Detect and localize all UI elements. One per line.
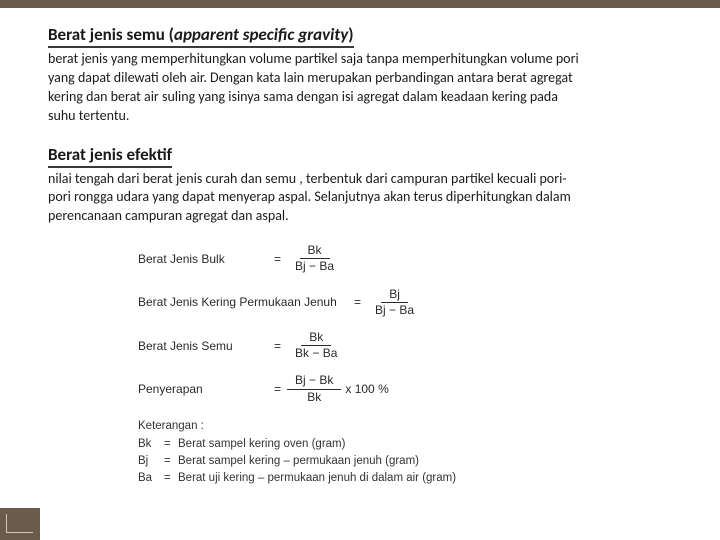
equals-sign: = xyxy=(274,252,281,266)
heading-text-italic: apparent specific gravity xyxy=(174,24,348,45)
slide-corner-decoration xyxy=(0,508,40,540)
keterangan-heading: Keterangan : xyxy=(138,418,672,435)
formula-semu-label: Berat Jenis Semu xyxy=(138,339,268,353)
keterangan-row: Bk = Berat sampel kering oven (gram) xyxy=(138,436,672,453)
keterangan-symbol: Bj xyxy=(138,453,164,470)
heading-effective-sg: Berat jenis efektif xyxy=(48,144,172,168)
formula-penyerapan-suffix: x 100 % xyxy=(345,382,388,396)
keterangan-symbol: Bk xyxy=(138,436,164,453)
keterangan-equals: = xyxy=(164,436,178,453)
fraction-denominator: Bk xyxy=(299,390,329,404)
keterangan-equals: = xyxy=(164,470,178,487)
fraction-denominator: Bk − Ba xyxy=(287,346,345,360)
heading-text-plain: Berat jenis semu ( xyxy=(48,24,174,45)
keterangan-desc: Berat sampel kering – permukaan jenuh (g… xyxy=(178,453,419,470)
heading-text-close: ) xyxy=(348,24,353,45)
keterangan-desc: Berat sampel kering oven (gram) xyxy=(178,436,345,453)
formula-ssd-fraction: Bj Bj − Ba xyxy=(367,288,422,317)
formula-block: Berat Jenis Bulk = Bk Bj − Ba Berat Jeni… xyxy=(138,244,672,486)
equals-sign: = xyxy=(354,295,361,309)
slide-content: Berat jenis semu (apparent specific grav… xyxy=(0,0,720,486)
formula-semu: Berat Jenis Semu = Bk Bk − Ba xyxy=(138,331,672,360)
equals-sign: = xyxy=(274,339,281,353)
formula-semu-fraction: Bk Bk − Ba xyxy=(287,331,345,360)
fraction-denominator: Bj − Ba xyxy=(287,259,342,273)
fraction-numerator: Bj − Bk xyxy=(287,374,341,389)
paragraph-apparent-sg: berat jenis yang memperhitungkan volume … xyxy=(48,50,588,126)
fraction-numerator: Bj xyxy=(381,288,408,303)
keterangan-row: Bj = Berat sampel kering – permukaan jen… xyxy=(138,453,672,470)
formula-bulk: Berat Jenis Bulk = Bk Bj − Ba xyxy=(138,244,672,273)
formula-bulk-label: Berat Jenis Bulk xyxy=(138,252,268,266)
keterangan-symbol: Ba xyxy=(138,470,164,487)
formula-ssd: Berat Jenis Kering Permukaan Jenuh = Bj … xyxy=(138,288,672,317)
fraction-numerator: Bk xyxy=(300,244,330,259)
equals-sign: = xyxy=(274,382,281,396)
formula-penyerapan-label: Penyerapan xyxy=(138,382,268,396)
formula-penyerapan-fraction: Bj − Bk Bk xyxy=(287,374,341,403)
fraction-denominator: Bj − Ba xyxy=(367,303,422,317)
keterangan-row: Ba = Berat uji kering – permukaan jenuh … xyxy=(138,470,672,487)
formula-bulk-fraction: Bk Bj − Ba xyxy=(287,244,342,273)
formula-penyerapan: Penyerapan = Bj − Bk Bk x 100 % xyxy=(138,374,672,403)
keterangan-equals: = xyxy=(164,453,178,470)
paragraph-effective-sg: nilai tengah dari berat jenis curah dan … xyxy=(48,170,588,227)
keterangan-block: Keterangan : Bk = Berat sampel kering ov… xyxy=(138,418,672,487)
heading-apparent-sg: Berat jenis semu (apparent specific grav… xyxy=(48,24,354,48)
slide-top-bar xyxy=(0,0,720,8)
fraction-numerator: Bk xyxy=(301,331,331,346)
heading-effective-text: Berat jenis efektif xyxy=(48,144,172,165)
keterangan-desc: Berat uji kering – permukaan jenuh di da… xyxy=(178,470,456,487)
formula-ssd-label: Berat Jenis Kering Permukaan Jenuh xyxy=(138,295,348,309)
